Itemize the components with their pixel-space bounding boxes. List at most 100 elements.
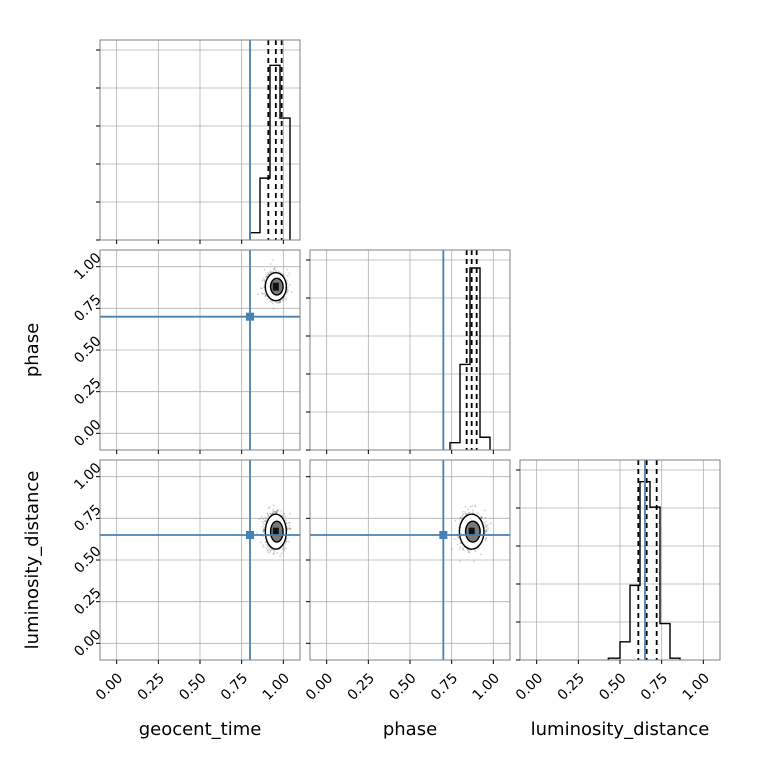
scatter-point — [260, 287, 263, 290]
scatter-point — [486, 523, 489, 526]
scatter-point — [284, 515, 287, 518]
scatter-point — [464, 511, 466, 513]
scatter-point — [276, 552, 279, 555]
scatter-point — [461, 514, 464, 517]
scatter-point — [288, 527, 290, 530]
contour-outer — [458, 513, 485, 550]
scatter-point — [282, 273, 285, 276]
scatter-point — [262, 530, 265, 532]
scatter-point — [486, 530, 488, 533]
density-peak — [272, 527, 279, 536]
scatter-point — [262, 544, 264, 546]
x-tick-label: 1.00 — [470, 670, 503, 703]
scatter-point — [490, 522, 492, 525]
scatter-point — [264, 295, 267, 298]
scatter-point — [484, 523, 487, 526]
corner-panels: 0.000.250.500.751.000.00 0.25 0.50 0.75 1.00… — [71, 39, 721, 704]
scatter-point — [289, 528, 292, 531]
scatter-point — [462, 548, 465, 550]
scatter-point — [285, 540, 288, 543]
scatter-point — [266, 512, 269, 515]
scatter-point — [286, 286, 289, 289]
scatter-point — [260, 516, 263, 519]
scatter-point — [469, 506, 472, 508]
scatter-point — [483, 521, 485, 524]
scatter-point — [261, 292, 264, 295]
scatter-point — [264, 294, 267, 297]
scatter-point — [262, 529, 265, 532]
x-tick-label: 0.25 — [345, 670, 378, 703]
scatter-point — [272, 510, 275, 513]
scatter-point — [459, 560, 462, 563]
x-tick-label: 1.00 — [260, 670, 293, 703]
scatter-point — [271, 549, 274, 551]
scatter-point — [261, 279, 264, 282]
scatter-point — [272, 307, 275, 310]
scatter-point — [277, 270, 280, 273]
scatter-point — [276, 510, 279, 512]
scatter-point — [263, 292, 266, 295]
scatter-point — [278, 301, 281, 303]
scatter-point — [286, 288, 289, 291]
scatter-point — [264, 273, 267, 276]
scatter-point — [267, 273, 270, 275]
ylabel-phase: phase — [22, 323, 43, 377]
scatter-point — [257, 293, 260, 296]
scatter-point — [462, 548, 465, 551]
scatter-point — [467, 549, 470, 552]
scatter-point — [464, 505, 467, 508]
scatter-point — [485, 536, 488, 539]
scatter-point — [273, 550, 276, 553]
scatter-point — [265, 517, 268, 520]
xlabel-geocent-time: geocent_time — [139, 719, 262, 740]
scatter-point — [270, 548, 273, 551]
scatter-point — [262, 546, 265, 548]
scatter-point — [286, 292, 288, 295]
scatter-point — [288, 522, 291, 524]
scatter-point — [289, 512, 291, 515]
scatter-point — [266, 513, 269, 516]
x-tick-label: 0.75 — [428, 670, 461, 703]
scatter-point — [280, 552, 283, 555]
scatter-point — [288, 283, 291, 286]
scatter-point — [487, 527, 489, 530]
scatter-point — [272, 258, 274, 261]
scatter-point — [466, 512, 468, 515]
scatter-point — [485, 537, 487, 540]
scatter-point — [285, 522, 288, 525]
scatter-point — [468, 511, 471, 514]
x-tick-label: 0.25 — [135, 670, 168, 703]
scatter-point — [485, 525, 488, 528]
scatter-point — [278, 301, 280, 304]
truth-marker — [246, 312, 254, 321]
scatter-point — [472, 560, 475, 563]
contour-inner — [269, 520, 284, 543]
scatter-point — [453, 538, 456, 540]
scatter-point — [485, 528, 488, 531]
scatter-point — [277, 508, 280, 511]
scatter-point — [289, 527, 292, 530]
scatter-point — [286, 274, 289, 277]
scatter-point — [279, 555, 282, 557]
scatter-point — [276, 302, 279, 304]
scatter-point — [271, 302, 274, 305]
scatter-point — [263, 268, 266, 271]
scatter-point — [266, 549, 269, 552]
scatter-point — [462, 513, 465, 515]
scatter-point — [263, 530, 266, 533]
xlabel-luminosity-distance: luminosity_distance — [531, 719, 710, 740]
scatter-point — [485, 530, 488, 532]
scatter-point — [480, 515, 482, 518]
scatter-point — [282, 297, 285, 300]
scatter-point — [269, 300, 271, 303]
x-tick-label: 0.50 — [386, 670, 419, 703]
scatter-point — [261, 525, 264, 528]
scatter-point — [267, 514, 270, 517]
density-peak — [272, 282, 279, 291]
scatter-point — [459, 542, 461, 545]
panel-luminosity_distance-luminosity_distance: 0.00 0.25 0.50 0.75 1.00 — [513, 459, 721, 704]
scatter-point — [285, 539, 288, 542]
scatter-point — [467, 508, 470, 511]
scatter-point — [451, 548, 453, 551]
